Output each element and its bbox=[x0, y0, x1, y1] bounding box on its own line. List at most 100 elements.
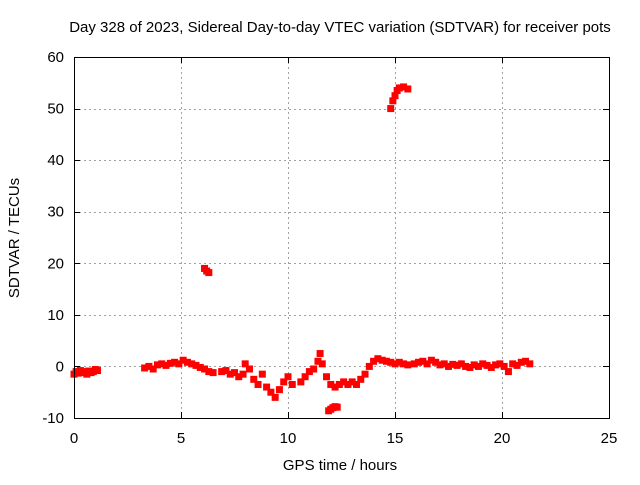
data-point bbox=[188, 360, 196, 368]
data-point bbox=[391, 360, 399, 368]
data-point bbox=[470, 361, 478, 369]
data-point bbox=[410, 360, 418, 368]
data-point bbox=[239, 370, 247, 378]
data-point bbox=[205, 368, 213, 376]
data-point bbox=[158, 360, 166, 368]
data-point bbox=[231, 369, 238, 377]
data-point bbox=[419, 357, 427, 365]
data-point bbox=[235, 373, 243, 381]
data-point bbox=[288, 380, 296, 388]
data-point bbox=[436, 361, 444, 369]
data-point bbox=[474, 362, 482, 370]
data-point bbox=[166, 359, 174, 367]
data-point bbox=[175, 360, 183, 368]
x-tick-label: 20 bbox=[494, 430, 511, 447]
data-point bbox=[391, 92, 399, 100]
y-tick-label: 40 bbox=[47, 152, 64, 169]
data-point bbox=[226, 370, 234, 378]
data-point bbox=[357, 375, 365, 383]
data-point bbox=[267, 388, 275, 396]
data-point bbox=[205, 269, 213, 277]
data-point bbox=[250, 375, 258, 383]
data-point bbox=[209, 369, 217, 377]
data-point bbox=[280, 378, 288, 386]
data-point bbox=[517, 358, 525, 366]
data-point bbox=[222, 367, 230, 375]
data-point bbox=[449, 360, 457, 368]
y-tick-label: 50 bbox=[47, 101, 64, 118]
data-point bbox=[500, 362, 508, 370]
data-point bbox=[327, 380, 335, 388]
data-point bbox=[340, 378, 348, 386]
data-point bbox=[145, 362, 153, 370]
axis-ticks bbox=[74, 57, 610, 419]
data-point bbox=[333, 403, 341, 411]
y-tick-label: 0 bbox=[56, 358, 64, 375]
data-point bbox=[218, 368, 226, 376]
data-point bbox=[192, 361, 200, 369]
data-point bbox=[509, 360, 517, 368]
data-point bbox=[423, 360, 431, 368]
data-point bbox=[462, 362, 470, 370]
plot-frame bbox=[74, 57, 610, 419]
data-point bbox=[141, 364, 149, 372]
data-point bbox=[275, 386, 283, 394]
y-tick-label: 20 bbox=[47, 255, 64, 272]
data-point bbox=[254, 380, 262, 388]
data-point bbox=[427, 356, 435, 364]
data-point bbox=[387, 358, 395, 366]
data-point bbox=[415, 358, 423, 366]
x-axis-label: GPS time / hours bbox=[283, 457, 397, 474]
data-point bbox=[245, 365, 253, 373]
x-tick-label: 15 bbox=[387, 430, 404, 447]
x-tick-label: 10 bbox=[280, 430, 297, 447]
data-point bbox=[483, 361, 491, 369]
data-point bbox=[365, 362, 373, 370]
data-point bbox=[361, 370, 369, 378]
data-points bbox=[70, 83, 534, 415]
data-point bbox=[389, 97, 397, 105]
data-point bbox=[284, 373, 292, 381]
data-point bbox=[445, 362, 452, 370]
data-point bbox=[297, 378, 305, 386]
data-point bbox=[404, 361, 412, 369]
data-point bbox=[479, 360, 487, 368]
data-point bbox=[323, 373, 331, 381]
data-point bbox=[201, 365, 209, 373]
data-point bbox=[513, 361, 521, 369]
data-point bbox=[440, 360, 448, 368]
y-tick-label: -10 bbox=[42, 410, 64, 427]
data-point bbox=[487, 363, 495, 371]
data-point bbox=[395, 84, 403, 92]
data-point bbox=[348, 378, 356, 386]
y-axis-label: SDTVAR / TECUs bbox=[6, 178, 23, 298]
data-point bbox=[271, 393, 279, 401]
data-point bbox=[153, 361, 161, 369]
data-point bbox=[395, 358, 403, 366]
x-tick-labels: 0 5 10 15 20 25 bbox=[70, 430, 618, 447]
data-point bbox=[263, 383, 271, 391]
data-point bbox=[94, 367, 102, 375]
data-point bbox=[196, 363, 204, 371]
data-point bbox=[504, 368, 512, 376]
data-point bbox=[466, 363, 474, 371]
chart-title: Day 328 of 2023, Sidereal Day-to-day VTE… bbox=[69, 19, 611, 36]
data-point bbox=[314, 357, 322, 365]
data-point bbox=[301, 373, 309, 381]
data-point bbox=[432, 358, 440, 366]
data-point bbox=[305, 368, 313, 376]
data-point bbox=[496, 360, 504, 368]
y-tick-labels: -10 0 10 20 30 40 50 60 bbox=[42, 49, 64, 427]
data-point bbox=[310, 365, 318, 373]
data-point bbox=[318, 360, 326, 368]
data-point bbox=[316, 350, 324, 358]
data-point bbox=[404, 85, 412, 93]
data-point bbox=[258, 370, 266, 378]
data-point bbox=[171, 358, 179, 366]
data-point bbox=[382, 357, 390, 365]
data-point bbox=[149, 365, 157, 373]
data-point bbox=[241, 360, 249, 368]
data-point bbox=[374, 355, 382, 363]
data-point bbox=[522, 357, 530, 365]
data-point bbox=[344, 380, 352, 388]
